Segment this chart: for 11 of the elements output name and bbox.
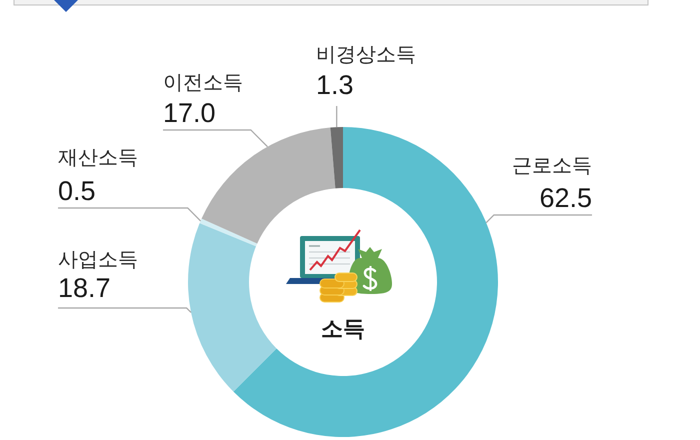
data-label: 0.5 [58,176,96,206]
slice-label: 이전소득 [163,72,243,94]
slice-label: 근로소득 [512,155,592,177]
text: 소득 [321,316,365,341]
slice-label: 재산소득 [58,147,138,169]
data-label: 17.0 [163,98,216,128]
data-label: 62.5 [539,183,592,213]
slice-label: 비경상소득 [316,44,416,66]
data-label: 1.3 [316,70,354,100]
data-label: 18.7 [58,273,111,303]
slice-label: 사업소득 [58,249,138,271]
